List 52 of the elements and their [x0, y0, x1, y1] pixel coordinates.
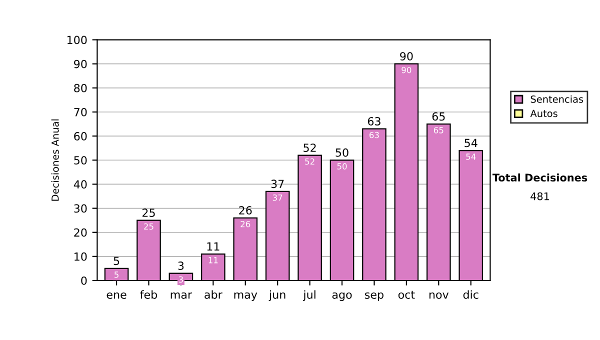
- total-label: 54: [464, 138, 478, 148]
- data-label: 50: [337, 163, 347, 170]
- x-tick-label: jul: [303, 290, 316, 301]
- total-label: 37: [271, 180, 284, 188]
- data-label: 26: [240, 220, 250, 228]
- x-tick-label: nov: [429, 292, 449, 299]
- x-tick-label: mar: [170, 292, 192, 299]
- x-tick-label: dic: [463, 290, 478, 299]
- x-tick-label: jun: [268, 290, 286, 301]
- text: 481: [530, 192, 549, 200]
- data-label: 3: [178, 276, 183, 283]
- data-label: 54: [466, 154, 476, 160]
- data-label: 65: [434, 127, 444, 134]
- legend-label: Sentencias: [530, 95, 584, 103]
- x-tick-label: sep: [364, 292, 384, 301]
- y-tick-label: 0: [81, 276, 87, 285]
- total-label: 50: [336, 148, 348, 157]
- total-label: 52: [304, 144, 316, 152]
- y-tick-label: 50: [74, 156, 87, 165]
- total-label: 63: [368, 117, 380, 126]
- y-tick-label: 10: [74, 252, 87, 261]
- total-label: 25: [142, 208, 155, 217]
- y-tick-label: 40: [74, 180, 87, 189]
- y-tick-label: 100: [67, 36, 87, 44]
- x-tick-label: ene: [106, 292, 126, 299]
- data-label: 90: [402, 66, 412, 74]
- data-label: 37: [272, 194, 282, 201]
- total-label: 26: [239, 206, 252, 215]
- total-label: 5: [114, 256, 120, 266]
- y-tick-label: 20: [74, 228, 87, 237]
- total-label: 11: [207, 242, 220, 251]
- data-label: 52: [305, 158, 314, 165]
- data-label: 11: [208, 257, 218, 264]
- y-axis-title: Decisiones Anual: [51, 119, 59, 201]
- text: Total Decisiones: [492, 173, 588, 182]
- x-tick-label: ago: [332, 292, 352, 301]
- total-label: 65: [432, 112, 445, 121]
- y-tick-label: 70: [74, 108, 87, 116]
- total-label: 90: [400, 52, 413, 60]
- y-tick-label: 90: [74, 60, 87, 68]
- total-label: 3: [178, 262, 184, 270]
- x-tick-label: may: [234, 292, 258, 301]
- data-label: 5: [114, 272, 118, 278]
- x-tick-label: abr: [204, 290, 222, 299]
- x-tick-label: feb: [140, 290, 158, 299]
- y-tick-label: 80: [74, 84, 87, 92]
- data-label: 63: [370, 132, 379, 138]
- data-label: 25: [144, 223, 154, 230]
- x-tick-label: oct: [398, 290, 415, 299]
- y-tick-label: 30: [74, 204, 87, 213]
- legend-label: Autos: [530, 110, 558, 118]
- y-tick-label: 60: [74, 132, 87, 140]
